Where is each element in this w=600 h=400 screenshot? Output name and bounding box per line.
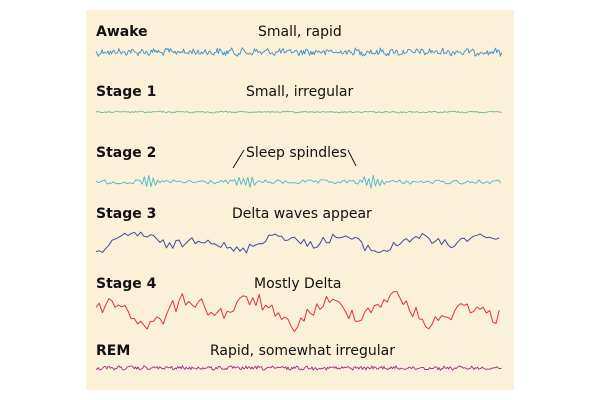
- stage-4: Stage 4 Mostly Delta: [95, 276, 500, 333]
- stage-label-stage3: Stage 3: [96, 206, 156, 222]
- spindle-pointer-left: [232, 149, 245, 169]
- eeg-panel: Awake Small, rapid Stage 1 Small, irregu…: [86, 10, 514, 390]
- wave-stage3: [95, 231, 500, 254]
- stage-description-stage4: Mostly Delta: [254, 276, 341, 292]
- stage-1: Stage 1 Small, irregular: [95, 84, 502, 114]
- wave-stage4: [95, 291, 500, 333]
- wave-stage2: [95, 174, 502, 189]
- wave-stage1: [95, 110, 502, 114]
- stage-description-stage1: Small, irregular: [246, 84, 353, 100]
- stage-label-stage1: Stage 1: [96, 84, 156, 100]
- eeg-diagram: Awake Small, rapid Stage 1 Small, irregu…: [95, 24, 503, 371]
- stage-description-rem: Rapid, somewhat irregular: [210, 343, 395, 359]
- stage-rem: REM Rapid, somewhat irregular: [95, 343, 502, 371]
- stage-2: Stage 2 Sleep spindles: [95, 145, 502, 189]
- stage-description-stage2: Sleep spindles: [246, 145, 347, 161]
- stage-3: Stage 3 Delta waves appear: [95, 206, 500, 254]
- stage-label-rem: REM: [96, 343, 130, 359]
- stage-description-awake: Small, rapid: [258, 24, 342, 40]
- wave-rem: [95, 365, 502, 371]
- wave-awake: [95, 47, 503, 57]
- spindle-pointer-right: [347, 149, 357, 167]
- stage-description-stage3: Delta waves appear: [232, 206, 372, 222]
- stage-label-stage4: Stage 4: [96, 276, 157, 292]
- stage-awake: Awake Small, rapid: [95, 24, 503, 57]
- stage-label-awake: Awake: [96, 24, 148, 40]
- stage-label-stage2: Stage 2: [96, 145, 156, 161]
